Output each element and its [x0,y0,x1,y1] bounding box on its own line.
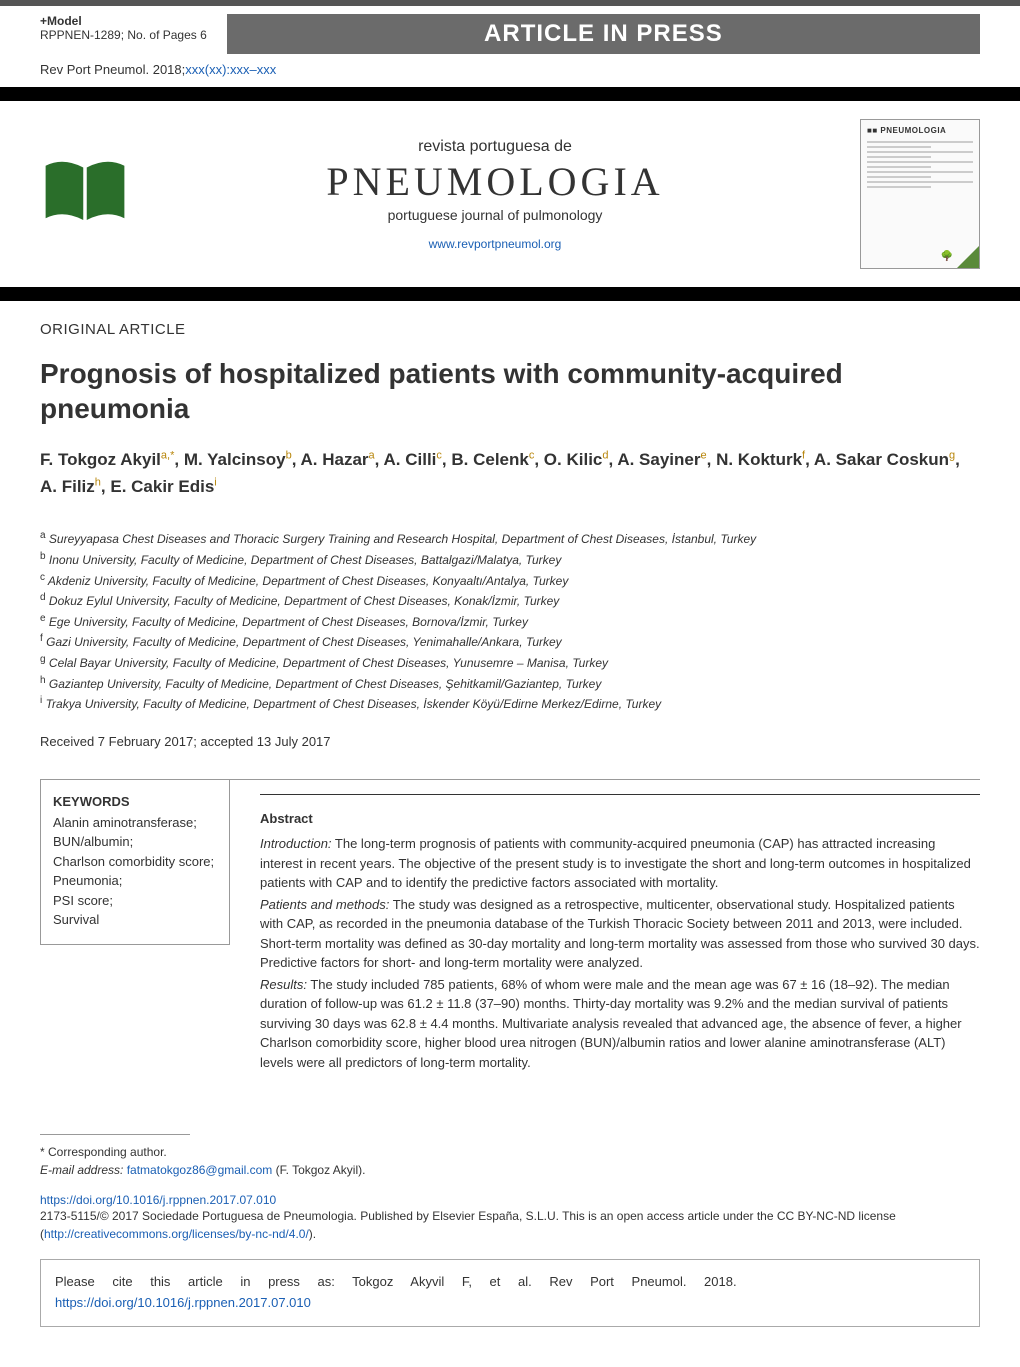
article-type: ORIGINAL ARTICLE [40,321,980,338]
abstract-row: KEYWORDS Alanin aminotransferase; BUN/al… [40,779,980,1075]
email-link[interactable]: fatmatokgoz86@gmail.com [127,1163,273,1177]
license-text: 2173-5115/© 2017 Sociedade Portuguesa de… [40,1207,980,1243]
affiliation: Trakya University, Faculty of Medicine, … [46,697,662,711]
article-in-press-banner: ARTICLE IN PRESS [227,14,980,54]
email-label: E-mail address: [40,1163,123,1177]
journal-title-block: revista portuguesa de PNEUMOLOGIA portug… [130,138,860,251]
methods-label: Patients and methods: [260,897,389,912]
author: A. Cilli [384,450,437,469]
intro-text: The long-term prognosis of patients with… [260,836,971,890]
author: M. Yalcinsoy [184,450,286,469]
author: A. Sayiner [617,450,700,469]
tree-icon: 🌳 [941,251,953,262]
intro-label: Introduction: [260,836,332,851]
model-id: RPPNEN-1289; [40,28,124,42]
journal-cover-thumbnail: ■■ PNEUMOLOGIA 🌳 [860,119,980,269]
author: A. Sakar Coskun [814,450,949,469]
affiliation: Celal Bayar University, Faculty of Medic… [49,656,608,670]
pneumologia-title: PNEUMOLOGIA [130,158,860,205]
model-info: +Model RPPNEN-1289; No. of Pages 6 [40,14,207,42]
author: F. Tokgoz Akyil [40,450,161,469]
portuguese-subtitle: portuguese journal of pulmonology [130,207,860,223]
corresponding-author: * Corresponding author. E-mail address: … [40,1143,980,1179]
citation-line: Rev Port Pneumol. 2018;xxx(xx):xxx–xxx [0,58,1020,87]
doi-line: https://doi.org/10.1016/j.rppnen.2017.07… [40,1193,980,1207]
black-divider-2 [0,287,1020,301]
keywords-list: Alanin aminotransferase; BUN/albumin; Ch… [53,813,217,930]
affiliation: Sureyyapasa Chest Diseases and Thoracic … [49,532,756,546]
keywords-head: KEYWORDS [53,794,217,809]
authors-list: F. Tokgoz Akyila,*, M. Yalcinsoyb, A. Ha… [40,446,980,500]
email-name: (F. Tokgoz Akyil). [272,1163,365,1177]
book-icon [40,157,130,232]
abstract-box: Abstract Introduction: The long-term pro… [260,780,980,1075]
article-title: Prognosis of hospitalized patients with … [40,356,980,426]
journal-header: revista portuguesa de PNEUMOLOGIA portug… [0,101,1020,287]
affiliation: Inonu University, Faculty of Medicine, D… [49,553,561,567]
doi-link[interactable]: https://doi.org/10.1016/j.rppnen.2017.07… [40,1193,276,1207]
affiliation: Gaziantep University, Faculty of Medicin… [49,677,601,691]
citation-link[interactable]: xxx(xx):xxx–xxx [185,62,276,77]
affiliation: Dokuz Eylul University, Faculty of Medic… [49,594,559,608]
model-prefix: +Model [40,14,82,28]
results-text: The study included 785 patients, 68% of … [260,977,962,1070]
affiliation: Akdeniz University, Faculty of Medicine,… [48,574,568,588]
main-content: ORIGINAL ARTICLE Prognosis of hospitaliz… [0,301,1020,1367]
affiliation: Gazi University, Faculty of Medicine, De… [46,635,562,649]
header-strip: +Model RPPNEN-1289; No. of Pages 6 ARTIC… [0,6,1020,58]
received-date: Received 7 February 2017; accepted 13 Ju… [40,734,980,749]
cover-lines [867,141,973,188]
author: B. Celenk [451,450,528,469]
affiliation: Ege University, Faculty of Medicine, Dep… [49,615,528,629]
footer-separator [40,1134,190,1135]
affiliations: a Sureyyapasa Chest Diseases and Thoraci… [40,528,980,713]
black-divider [0,87,1020,101]
cite-box: Please cite this article in press as: To… [40,1259,980,1327]
author: E. Cakir Edis [110,477,214,496]
cite-doi-link[interactable]: https://doi.org/10.1016/j.rppnen.2017.07… [55,1295,311,1310]
license-close: ). [309,1227,316,1241]
results-label: Results: [260,977,307,992]
abstract-head: Abstract [260,809,980,829]
keywords-box: KEYWORDS Alanin aminotransferase; BUN/al… [40,780,230,945]
pages-label: No. of Pages 6 [127,28,206,42]
abstract-divider [260,794,980,795]
author: N. Kokturk [716,450,802,469]
revista-text: revista portuguesa de [130,138,860,156]
cover-corner [957,246,979,268]
license-url-link[interactable]: http://creativecommons.org/licenses/by-n… [44,1227,309,1241]
citation-prefix: Rev Port Pneumol. 2018; [40,62,185,77]
journal-logo [40,157,130,232]
author: A. Filiz [40,477,95,496]
author: A. Hazar [301,450,369,469]
cover-title: ■■ PNEUMOLOGIA [867,126,973,135]
cite-text: Please cite this article in press as: To… [55,1272,965,1293]
corresp-mark: * Corresponding author. [40,1143,980,1161]
author: O. Kilic [544,450,603,469]
journal-url-link[interactable]: www.revportpneumol.org [130,237,860,251]
